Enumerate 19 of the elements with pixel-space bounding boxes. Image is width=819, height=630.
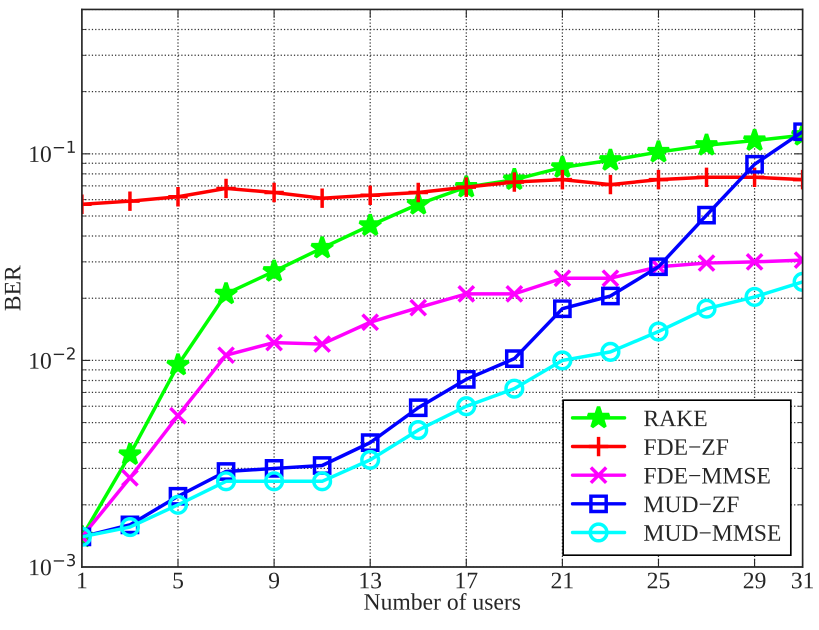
legend-label: FDE−ZF — [644, 439, 728, 455]
x-tick-label: 29 — [744, 572, 766, 588]
legend-label: RAKE — [644, 410, 707, 426]
y-tick-label: 10$^{−1}$ — [30, 140, 75, 162]
x-tick-label: 9 — [268, 572, 280, 588]
x-tick-label: 17 — [456, 572, 478, 588]
x-tick-label: 5 — [173, 572, 183, 588]
x-tick-label: 31 — [792, 572, 814, 588]
x-tick-label: 21 — [552, 572, 573, 588]
x-axis-title: Number of users — [364, 593, 520, 610]
x-tick-label: 25 — [648, 572, 670, 588]
legend-label: MUD−MMSE — [644, 525, 780, 541]
legend-label: MUD−ZF — [644, 496, 739, 512]
x-tick-label: 1 — [78, 572, 86, 588]
y-tick-label: 10$^{−3}$ — [30, 554, 76, 576]
y-axis-title: BER — [4, 265, 20, 311]
y-tick-label: 10$^{−2}$ — [30, 347, 75, 369]
legend-label: FDE−MMSE — [644, 468, 770, 484]
x-tick-label: 13 — [360, 572, 382, 588]
